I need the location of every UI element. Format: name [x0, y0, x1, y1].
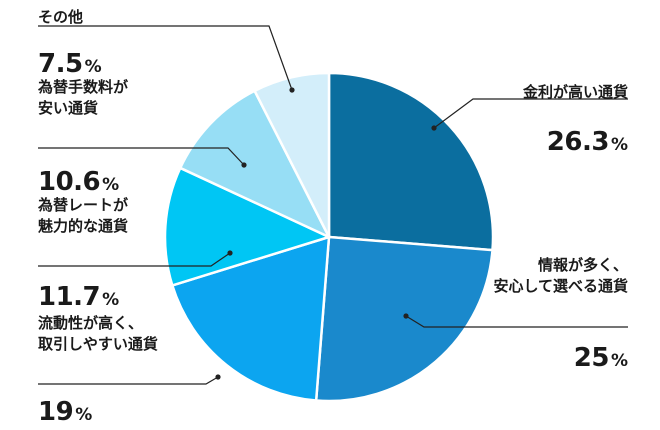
slice-label-3-line-0: 為替レートが — [37, 196, 129, 214]
slice-label-1-line-1: 安心して選べる通貨 — [493, 277, 628, 295]
pie-slice-1 — [314, 235, 494, 403]
slice-value-2: 19% — [38, 397, 92, 427]
leader-dot-3 — [227, 250, 233, 256]
leader-dot-1 — [403, 313, 409, 319]
slice-value-number-1: 25 — [574, 343, 609, 373]
slice-value-unit-5: % — [85, 57, 102, 77]
pie-slice-2 — [171, 235, 331, 402]
leader-line-4 — [38, 147, 245, 166]
leader-dot-5 — [289, 87, 295, 93]
slice-value-number-0: 26.3 — [547, 127, 609, 157]
slice-label-5-line-0: その他 — [38, 8, 83, 26]
slice-value-0: 26.3% — [547, 127, 628, 157]
slice-value-unit-4: % — [102, 175, 119, 195]
slice-value-unit-0: % — [611, 135, 628, 155]
leader-dot-0 — [431, 125, 437, 131]
leader-line-1 — [405, 315, 628, 328]
slice-value-unit-2: % — [75, 405, 92, 425]
leader-dot-4 — [241, 162, 247, 168]
slice-label-2-line-0: 流動性が高く、 — [38, 314, 143, 332]
slice-value-5: 7.5% — [38, 49, 102, 79]
leader-line-3 — [38, 252, 231, 267]
leader-line-0 — [433, 98, 628, 129]
pie-slice-3 — [163, 166, 331, 287]
slice-label-4-line-1: 安い通貨 — [38, 99, 98, 117]
leader-line-5 — [38, 25, 293, 91]
pie-slice-5 — [253, 71, 331, 239]
slice-label-4-line-0: 為替手数料が — [37, 78, 129, 96]
slice-value-number-4: 10.6 — [38, 167, 100, 197]
slice-value-unit-1: % — [611, 351, 628, 371]
slice-value-number-5: 7.5 — [38, 49, 83, 79]
pie-slice-4 — [179, 89, 331, 239]
pie-slice-0 — [327, 71, 495, 252]
slice-label-2-line-1: 取引しやすい通貨 — [38, 335, 158, 353]
leader-line-2 — [38, 376, 219, 385]
slice-value-number-2: 19 — [38, 397, 73, 427]
pie-slices — [163, 71, 495, 403]
slice-value-number-3: 11.7 — [38, 282, 100, 312]
leader-dot-2 — [215, 374, 221, 380]
slice-value-4: 10.6% — [38, 167, 119, 197]
slice-label-1-line-0: 情報が多く、 — [538, 256, 628, 274]
slice-label-3-line-1: 魅力的な通貨 — [38, 217, 128, 235]
slice-label-0-line-0: 金利が高い通貨 — [522, 83, 628, 101]
slice-value-1: 25% — [574, 343, 628, 373]
slice-labels: 金利が高い通貨 26.3 % 情報が多く、安心して選べる通貨 25 % 流動性が高く、取引し… — [37, 8, 628, 427]
slice-value-3: 11.7% — [38, 282, 119, 312]
leader-lines — [38, 25, 628, 385]
slice-value-unit-3: % — [102, 290, 119, 310]
